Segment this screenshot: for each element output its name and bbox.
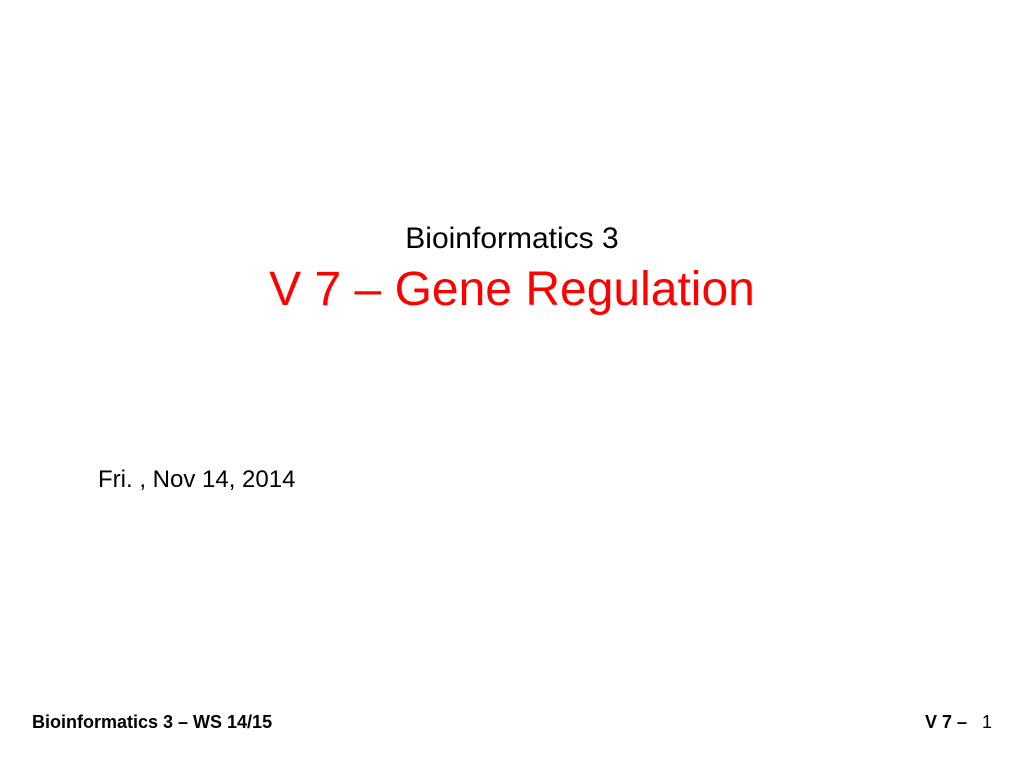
slide-container: Bioinformatics 3 V 7 – Gene Regulation F… (0, 0, 1024, 768)
footer-right: V 7 – 1 (925, 712, 992, 733)
lecture-date: Fri. , Nov 14, 2014 (98, 466, 295, 494)
lecture-title: V 7 – Gene Regulation (0, 262, 1024, 317)
course-subtitle: Bioinformatics 3 (0, 222, 1024, 256)
footer-page-number: 1 (982, 712, 992, 732)
footer-left: Bioinformatics 3 – WS 14/15 (32, 712, 272, 733)
footer-lecture-code: V 7 – (925, 712, 967, 732)
